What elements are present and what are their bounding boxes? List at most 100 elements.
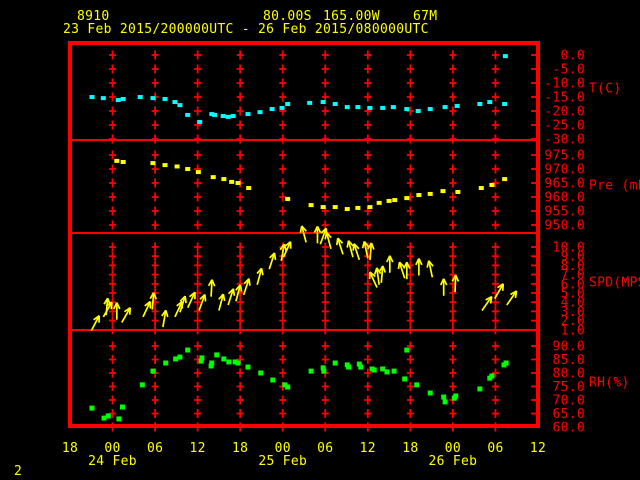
pressure-point: [416, 193, 422, 198]
x-hour-label: 06: [147, 441, 163, 456]
wind-arrow: [242, 278, 251, 296]
arrow-shaft: [369, 271, 378, 288]
arrow-shaft: [210, 279, 213, 297]
arrow-head: [161, 309, 167, 317]
arrow-head: [179, 295, 186, 302]
pressure-point: [386, 198, 392, 203]
arrow-head: [110, 302, 113, 310]
pressure-point: [150, 161, 156, 166]
arrow-head: [325, 231, 332, 239]
wind-arrow: [397, 261, 406, 279]
wind-arrow: [198, 293, 207, 311]
relative_humidity-point: [391, 368, 397, 374]
arrow-head: [93, 315, 100, 321]
pressure-point: [440, 189, 446, 194]
arrow-shaft: [375, 267, 381, 285]
relative_humidity-point: [441, 394, 447, 400]
arrow-head: [222, 293, 226, 302]
temperature-point: [367, 105, 373, 110]
arrow-head: [451, 274, 457, 282]
y-tick-label: 75.0: [552, 380, 585, 395]
station-latitude: 80.00S: [263, 9, 312, 24]
arrow-head: [403, 261, 408, 269]
x-hour-label: 00: [275, 441, 291, 456]
x-hour-label: 12: [360, 441, 376, 456]
pressure-point: [404, 196, 410, 201]
arrow-head: [149, 292, 155, 300]
arrow-head: [397, 261, 401, 270]
wind-arrow: [282, 241, 292, 258]
relative_humidity-point: [101, 415, 107, 421]
temperature-point: [162, 96, 168, 101]
arrow-head: [188, 291, 196, 298]
pressure-point: [308, 203, 314, 208]
arrow-head: [485, 295, 493, 301]
wind-arrow: [361, 240, 370, 259]
y-tick-label: 7.0: [561, 268, 585, 283]
arrow-shaft: [506, 290, 518, 306]
wind-arrow: [90, 315, 101, 332]
wind-arrow: [352, 243, 361, 261]
y-tick-label: 970.0: [544, 163, 585, 178]
wind-arrow: [103, 297, 111, 316]
arrow-head: [363, 240, 370, 248]
wind-arrow: [142, 300, 152, 318]
relative_humidity-point: [346, 364, 352, 370]
wind-arrow: [207, 279, 216, 297]
arrow-shaft: [398, 261, 406, 279]
x-hour-label: 06: [487, 441, 503, 456]
arrow-head: [370, 242, 375, 250]
relative_humidity-point: [320, 365, 326, 371]
arrow-shaft: [198, 294, 206, 311]
wind-arrow: [121, 307, 132, 323]
wind-arrow: [426, 260, 434, 278]
arrow-head: [406, 261, 411, 269]
arrow-head: [378, 265, 384, 273]
wind-arrow: [335, 237, 344, 255]
temperature-point: [487, 100, 493, 105]
y-tick-label: 965.0: [544, 177, 585, 192]
arrow-head: [346, 240, 350, 248]
y-tick-label: 0.0: [561, 49, 585, 64]
y-tick-label: 70.0: [552, 394, 585, 409]
arrow-shaft: [380, 265, 384, 283]
arrow-head: [116, 302, 121, 310]
temperature-point: [320, 100, 326, 105]
y-tick-label: 1.0: [561, 323, 585, 338]
arrow-head: [243, 278, 250, 285]
pressure-point: [392, 198, 398, 203]
y-tick-label: 90.0: [552, 340, 585, 355]
y-tick-label: 85.0: [552, 353, 585, 368]
arrow-shaft: [151, 292, 155, 310]
arrow-head: [260, 268, 264, 276]
arrow-shaft: [300, 225, 307, 243]
x-hour-label: 18: [232, 441, 248, 456]
arrow-shaft: [162, 310, 167, 328]
arrow-shaft: [242, 278, 250, 296]
temperature-point: [285, 102, 291, 106]
temperature-point: [279, 105, 285, 110]
x-date-label: 25 Feb: [258, 454, 307, 469]
arrow-head: [184, 296, 187, 304]
relative_humidity-point: [245, 364, 251, 370]
arrow-head: [316, 225, 322, 233]
temperature-point: [212, 112, 218, 117]
relative_humidity-point: [332, 360, 338, 366]
x-hour-label: 00: [104, 441, 120, 456]
arrow-shaft: [427, 260, 434, 278]
wind-arrow: [256, 267, 264, 285]
temperature-point: [172, 100, 178, 105]
relative_humidity-point: [308, 368, 314, 374]
arrow-shaft: [319, 227, 327, 245]
wind-arrow: [313, 225, 322, 244]
pressure-point: [185, 167, 191, 171]
arrow-shaft: [102, 301, 113, 318]
wind-arrow: [299, 225, 307, 243]
relative_humidity-point: [116, 416, 122, 422]
x-hour-label: 12: [530, 441, 546, 456]
temperature-point: [404, 107, 410, 112]
relative_humidity-point: [177, 354, 183, 360]
wind_speed-series: [90, 225, 518, 332]
arrow-shaft: [142, 301, 151, 318]
wind-arrow: [112, 302, 121, 320]
